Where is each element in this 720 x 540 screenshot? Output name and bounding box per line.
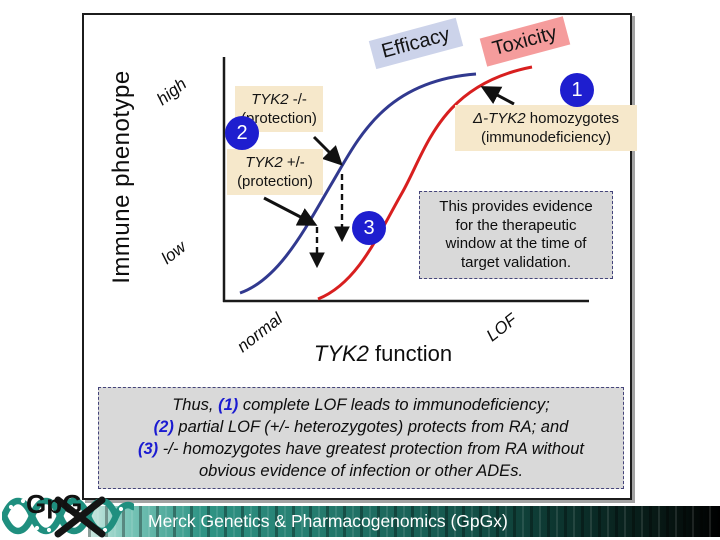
marker-circle-1: 1 <box>560 73 594 107</box>
y-axis-label: Immune phenotype <box>108 70 135 284</box>
toxicity-curve <box>317 65 533 301</box>
evidence-line-2: for the therapeutic <box>455 216 577 234</box>
delta-tyk2-line2: (immunodeficiency) <box>480 129 612 146</box>
arrow-het-to-curve <box>263 196 318 226</box>
summary-line-2: (2) partial LOF (+/- heterozygotes) prot… <box>109 416 613 438</box>
tyk2-null-gene: TYK2 <box>251 91 289 108</box>
efficacy-curve <box>239 72 477 295</box>
dna-bead <box>118 506 124 512</box>
logo-gpg-text: GpG <box>26 489 82 519</box>
x-axis-title-rest: function <box>368 341 453 366</box>
marker-circle-3: 3 <box>352 211 386 245</box>
concept-chart <box>222 57 589 303</box>
summary-line-1: Thus, (1) complete LOF leads to immunode… <box>109 394 613 416</box>
tyk2-het-note: TYK2 +/- (protection) <box>227 149 323 195</box>
dna-bead <box>102 527 108 533</box>
tyk2-het-gene: TYK2 <box>245 154 283 171</box>
summary-part4b: obvious evidence of infection or other A… <box>198 462 524 480</box>
summary-line-3: (3) -/- homozygotes have greatest protec… <box>109 438 613 460</box>
summary-part1: Thus, <box>172 396 219 414</box>
footer-banner: Merck Genetics & Pharmacogenomics (GpGx) <box>88 506 720 537</box>
summary-box: Thus, (1) complete LOF leads to immunode… <box>98 387 624 489</box>
summary-marker-3: (3) <box>137 440 159 458</box>
x-axis-title: TYK2 function <box>282 341 484 367</box>
delta-tyk2-note: Δ-TYK2 homozygotes (immunodeficiency) <box>455 105 637 151</box>
tyk2-null-suffix: -/- <box>288 91 307 108</box>
tyk2-het-suffix: +/- <box>282 154 305 171</box>
summary-part4a: -/- homozygotes have greatest protection… <box>158 440 584 458</box>
evidence-line-1: This provides evidence <box>439 198 593 215</box>
evidence-line-3: window at the time of <box>445 235 587 252</box>
dna-bead <box>8 504 14 510</box>
summary-marker-2: (2) <box>153 418 174 436</box>
arrow-delta-to-curve <box>480 86 515 106</box>
tyk2-het-line2: (protection) <box>237 173 313 190</box>
logo-x-stroke-2 <box>54 496 106 538</box>
x-axis-title-gene: TYK2 <box>313 341 369 366</box>
slide-frame: Immune phenotype high low normal LOF TYK… <box>82 13 637 500</box>
gpgx-dna-logo-icon: GpG <box>2 489 134 538</box>
dna-bead <box>34 525 40 531</box>
summary-line-4: obvious evidence of infection or other A… <box>109 460 613 482</box>
dna-bead <box>46 527 52 533</box>
summary-part2: complete LOF leads to immunodeficiency; <box>238 396 550 414</box>
summary-marker-1: (1) <box>218 396 239 414</box>
delta-tyk2-rest: homozygotes <box>525 110 619 127</box>
arrow-null-to-curve <box>312 135 343 166</box>
tyk2-null-line2: (protection) <box>241 110 317 127</box>
marker-circle-2: 2 <box>225 116 259 150</box>
delta-tyk2-gene: Δ-TYK2 <box>473 110 526 127</box>
tyk2-null-note: TYK2 -/- (protection) <box>235 86 323 132</box>
summary-part3: partial LOF (+/- heterozygotes) protects… <box>173 418 569 436</box>
evidence-line-4: target validation. <box>460 253 572 271</box>
dna-bead <box>20 498 26 504</box>
footer-banner-text: Merck Genetics & Pharmacogenomics (GpGx) <box>148 511 508 531</box>
evidence-note: This provides evidence for the therapeut… <box>419 191 613 279</box>
